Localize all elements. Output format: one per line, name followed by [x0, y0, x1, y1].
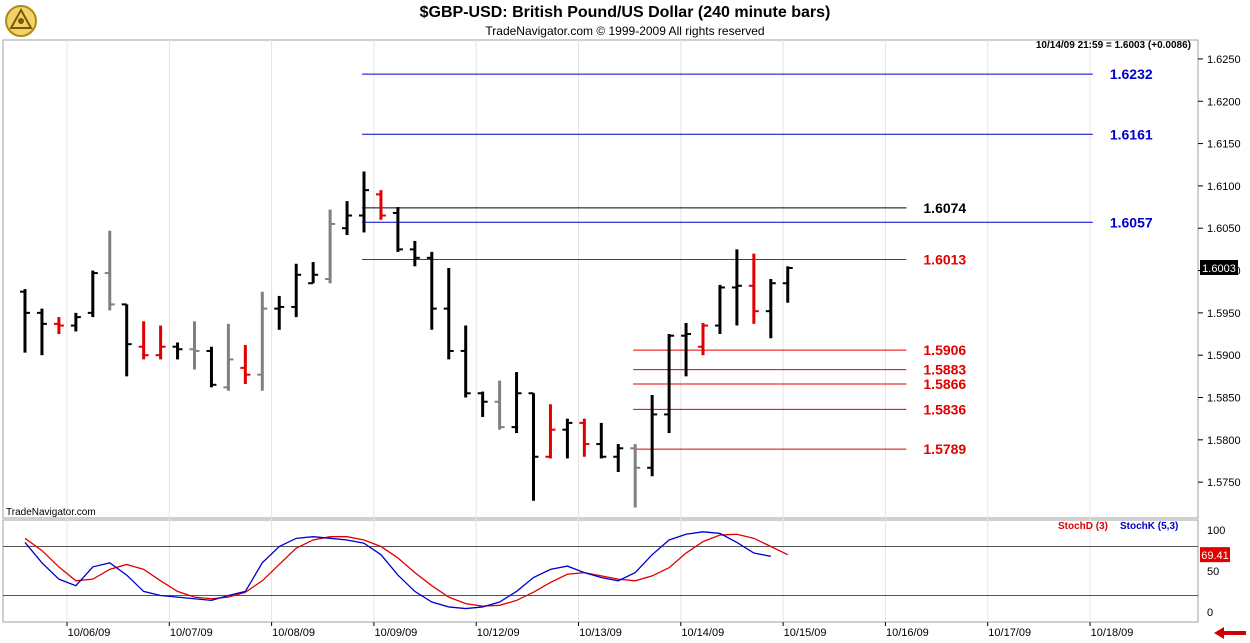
stoch-y-tick-label: 0 [1207, 607, 1213, 619]
ohlc-bar [681, 323, 692, 377]
stoch-last-value-box [1200, 547, 1230, 563]
x-tick-label: 10/12/09 [477, 627, 520, 639]
ohlc-bar [189, 321, 200, 370]
level-label: 1.6232 [1110, 66, 1153, 82]
ohlc-bar [698, 323, 708, 356]
ohlc-bar [731, 249, 742, 326]
level-label: 1.5836 [923, 401, 966, 417]
level-label: 1.5789 [923, 441, 966, 457]
ohlc-bar [257, 291, 268, 391]
y-tick-label: 1.6150 [1207, 139, 1241, 151]
ohlc-bar [359, 171, 369, 233]
ohlc-bar [714, 284, 725, 335]
x-tick-label: 10/14/09 [681, 627, 724, 639]
ohlc-bar [477, 391, 488, 417]
x-tick-label: 10/16/09 [886, 627, 929, 639]
ohlc-bar [460, 325, 471, 398]
x-tick-label: 10/06/09 [68, 627, 111, 639]
ohlc-bar [155, 325, 166, 360]
level-label: 1.6013 [923, 252, 966, 268]
stoch-y-tick-label: 50 [1207, 566, 1219, 578]
ohlc-bar [782, 266, 793, 303]
level-label: 1.6057 [1110, 214, 1153, 230]
ohlc-bar [596, 422, 607, 459]
stoch-last-value-label: 69.41 [1201, 550, 1229, 562]
ohlc-bar [664, 334, 675, 434]
ohlc-bar [511, 372, 522, 434]
ohlc-bar [308, 262, 319, 285]
ohlc-bar [172, 342, 183, 360]
chart-subtitle: TradeNavigator.com © 1999-2009 All right… [485, 24, 765, 38]
level-label: 1.6161 [1110, 126, 1153, 142]
ohlc-bar [748, 253, 759, 324]
x-tick-label: 10/07/09 [170, 627, 213, 639]
x-tick-label: 10/13/09 [579, 627, 622, 639]
stoch-panel [2, 519, 1199, 623]
scroll-left-arrow-icon[interactable] [1212, 626, 1248, 640]
ohlc-bar [70, 312, 81, 332]
x-tick-label: 10/17/09 [988, 627, 1031, 639]
stoch-legend-stochk: StochK (5,3) [1120, 521, 1178, 532]
ohlc-bar [291, 263, 302, 318]
chart-title: $GBP-USD: British Pound/US Dollar (240 m… [419, 4, 831, 21]
ohlc-bar [240, 345, 251, 384]
y-tick-label: 1.5850 [1207, 393, 1241, 405]
ohlc-bar [409, 240, 420, 267]
y-tick-label: 1.6100 [1207, 181, 1241, 193]
stoch-y-tick-label: 100 [1207, 525, 1225, 537]
stoch-series-line [24, 531, 771, 610]
x-tick-label: 10/18/09 [1091, 627, 1134, 639]
ohlc-bar [613, 444, 624, 472]
y-tick-label: 1.6200 [1207, 96, 1241, 108]
last-quote-label: 10/14/09 21:59 = 1.6003 (+0.0086) [1036, 40, 1191, 51]
ohlc-bar [528, 392, 539, 501]
ohlc-bar [20, 289, 30, 353]
y-tick-label: 1.5750 [1207, 477, 1241, 489]
y-tick-label: 1.6050 [1207, 223, 1241, 235]
ohlc-bar [121, 303, 132, 377]
level-label: 1.5906 [923, 342, 966, 358]
last-price-label: 1.6003 [1202, 263, 1236, 275]
ohlc-bar [630, 444, 641, 508]
x-tick-label: 10/09/09 [374, 627, 417, 639]
level-label: 1.5883 [923, 362, 966, 378]
ohlc-bar [426, 251, 437, 330]
ohlc-bar [53, 317, 64, 335]
ohlc-bar [325, 209, 336, 284]
ohlc-bar [562, 418, 573, 459]
ohlc-bar [579, 418, 590, 457]
ohlc-bar [206, 346, 217, 388]
ohlc-bar [392, 207, 403, 252]
level-label: 1.5866 [923, 376, 966, 392]
ohlc-bar [274, 295, 285, 330]
x-tick-label: 10/08/09 [272, 627, 315, 639]
ohlc-bar [104, 230, 115, 311]
y-tick-label: 1.5950 [1207, 308, 1241, 320]
level-label: 1.6074 [923, 200, 966, 216]
ohlc-bar [223, 323, 234, 391]
ohlc-bar [87, 270, 98, 318]
last-price-box [1200, 259, 1238, 275]
ohlc-bar [494, 380, 505, 430]
y-tick-label: 1.5800 [1207, 435, 1241, 447]
y-tick-label: 1.5900 [1207, 350, 1241, 362]
y-tick-label: 1.6250 [1207, 54, 1241, 66]
ohlc-bar [647, 394, 658, 477]
ohlc-bar [545, 404, 556, 459]
ohlc-bar [443, 267, 454, 360]
sextant-logo-icon [5, 5, 37, 37]
watermark-label: TradeNavigator.com [6, 507, 96, 518]
ohlc-bar [765, 279, 776, 339]
ohlc-bar [138, 321, 149, 360]
stoch-series-line [24, 533, 789, 607]
ohlc-bar [375, 190, 386, 220]
ohlc-bar [342, 201, 353, 235]
stoch-legend-stochd: StochD (3) [1058, 521, 1108, 532]
ohlc-bar [36, 308, 47, 356]
x-tick-label: 10/15/09 [784, 627, 827, 639]
